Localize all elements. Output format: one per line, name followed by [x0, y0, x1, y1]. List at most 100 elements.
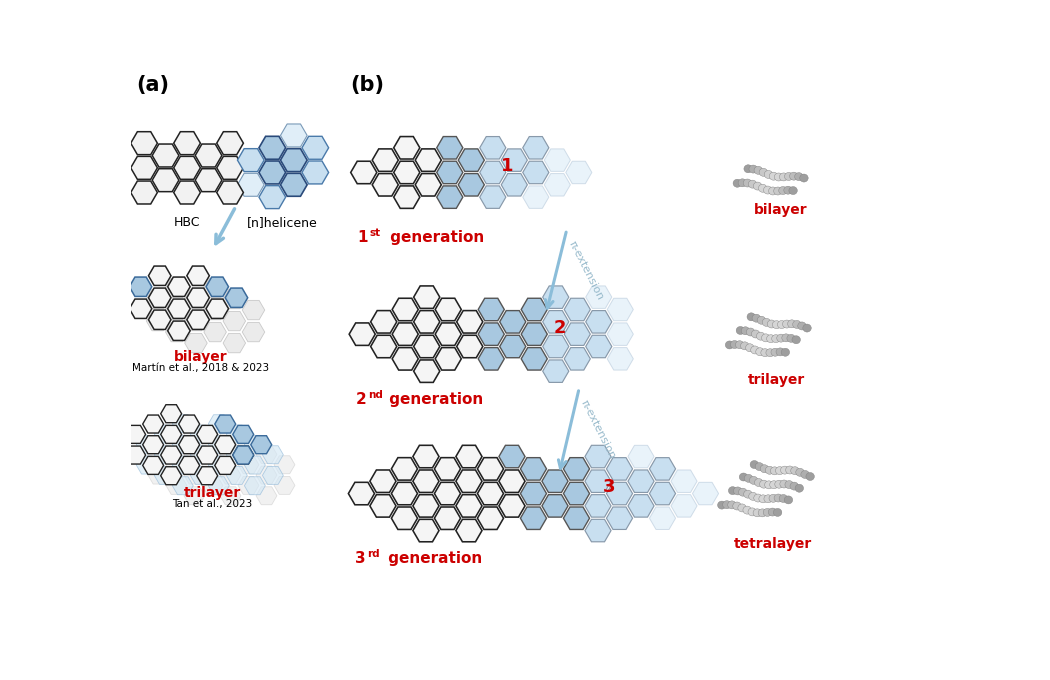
Polygon shape — [256, 445, 277, 463]
Ellipse shape — [741, 327, 750, 335]
Polygon shape — [190, 445, 211, 464]
Polygon shape — [220, 487, 240, 505]
Polygon shape — [130, 181, 157, 204]
Polygon shape — [392, 299, 418, 321]
Ellipse shape — [806, 473, 815, 481]
Polygon shape — [586, 311, 612, 333]
Ellipse shape — [739, 473, 748, 481]
Polygon shape — [480, 137, 506, 159]
Polygon shape — [148, 445, 169, 463]
Ellipse shape — [774, 173, 783, 181]
Polygon shape — [392, 507, 418, 530]
Polygon shape — [143, 456, 164, 475]
Polygon shape — [478, 299, 504, 321]
Ellipse shape — [780, 466, 789, 474]
Polygon shape — [136, 456, 158, 474]
Polygon shape — [437, 137, 463, 159]
Polygon shape — [370, 470, 396, 492]
Ellipse shape — [734, 487, 742, 495]
Polygon shape — [233, 426, 254, 443]
Polygon shape — [227, 425, 248, 443]
Ellipse shape — [754, 494, 762, 502]
Ellipse shape — [769, 187, 777, 195]
Polygon shape — [216, 181, 244, 204]
Polygon shape — [184, 466, 205, 484]
Polygon shape — [394, 186, 420, 208]
Polygon shape — [607, 323, 633, 345]
Text: π-extension: π-extension — [580, 398, 617, 461]
Ellipse shape — [750, 460, 758, 469]
Ellipse shape — [749, 165, 757, 173]
Polygon shape — [190, 466, 211, 484]
Polygon shape — [566, 161, 592, 184]
Polygon shape — [185, 290, 207, 309]
Ellipse shape — [731, 341, 739, 349]
Polygon shape — [195, 169, 222, 192]
Polygon shape — [437, 186, 463, 208]
Polygon shape — [223, 311, 246, 330]
Polygon shape — [262, 445, 284, 464]
Ellipse shape — [743, 179, 752, 187]
Polygon shape — [173, 181, 201, 204]
Ellipse shape — [733, 180, 741, 187]
Text: 1: 1 — [501, 157, 513, 175]
Polygon shape — [202, 456, 223, 474]
Polygon shape — [245, 435, 266, 454]
Polygon shape — [499, 494, 525, 517]
Polygon shape — [215, 436, 235, 454]
Polygon shape — [204, 322, 227, 342]
Polygon shape — [220, 445, 240, 463]
Ellipse shape — [785, 481, 794, 489]
Polygon shape — [542, 470, 568, 492]
Polygon shape — [650, 458, 675, 480]
Polygon shape — [585, 470, 611, 492]
Ellipse shape — [733, 502, 741, 510]
Polygon shape — [457, 335, 483, 358]
Text: nd: nd — [369, 390, 383, 400]
Ellipse shape — [800, 174, 808, 182]
Ellipse shape — [776, 466, 784, 475]
Ellipse shape — [788, 320, 796, 328]
Polygon shape — [521, 299, 547, 321]
Ellipse shape — [779, 173, 788, 181]
Polygon shape — [233, 446, 254, 464]
Polygon shape — [372, 173, 398, 196]
Ellipse shape — [744, 475, 753, 482]
Polygon shape — [166, 435, 187, 453]
Polygon shape — [435, 458, 461, 480]
Ellipse shape — [766, 335, 775, 343]
Polygon shape — [478, 482, 504, 505]
Polygon shape — [136, 435, 158, 454]
Ellipse shape — [783, 186, 793, 194]
Polygon shape — [564, 482, 589, 505]
Ellipse shape — [771, 348, 779, 356]
Polygon shape — [458, 173, 484, 196]
Polygon shape — [456, 470, 482, 492]
Polygon shape — [172, 435, 193, 454]
Ellipse shape — [736, 326, 744, 335]
Polygon shape — [129, 277, 152, 296]
Ellipse shape — [779, 494, 788, 503]
Ellipse shape — [764, 481, 773, 489]
Text: trilayer: trilayer — [748, 373, 804, 387]
Ellipse shape — [759, 168, 768, 176]
Polygon shape — [349, 482, 375, 505]
Polygon shape — [216, 156, 244, 180]
Polygon shape — [435, 482, 461, 505]
Text: trilayer: trilayer — [184, 486, 242, 500]
Polygon shape — [143, 415, 164, 433]
Ellipse shape — [750, 477, 758, 484]
Ellipse shape — [786, 335, 795, 342]
Polygon shape — [148, 310, 171, 329]
Polygon shape — [146, 311, 169, 330]
Polygon shape — [437, 161, 463, 184]
Polygon shape — [215, 456, 235, 475]
Polygon shape — [208, 415, 229, 432]
Polygon shape — [251, 436, 272, 454]
Polygon shape — [544, 173, 570, 196]
Polygon shape — [125, 446, 146, 464]
Polygon shape — [607, 347, 633, 370]
Ellipse shape — [775, 480, 783, 488]
Text: Tan et al., 2023: Tan et al., 2023 — [172, 499, 253, 509]
Polygon shape — [456, 445, 482, 468]
